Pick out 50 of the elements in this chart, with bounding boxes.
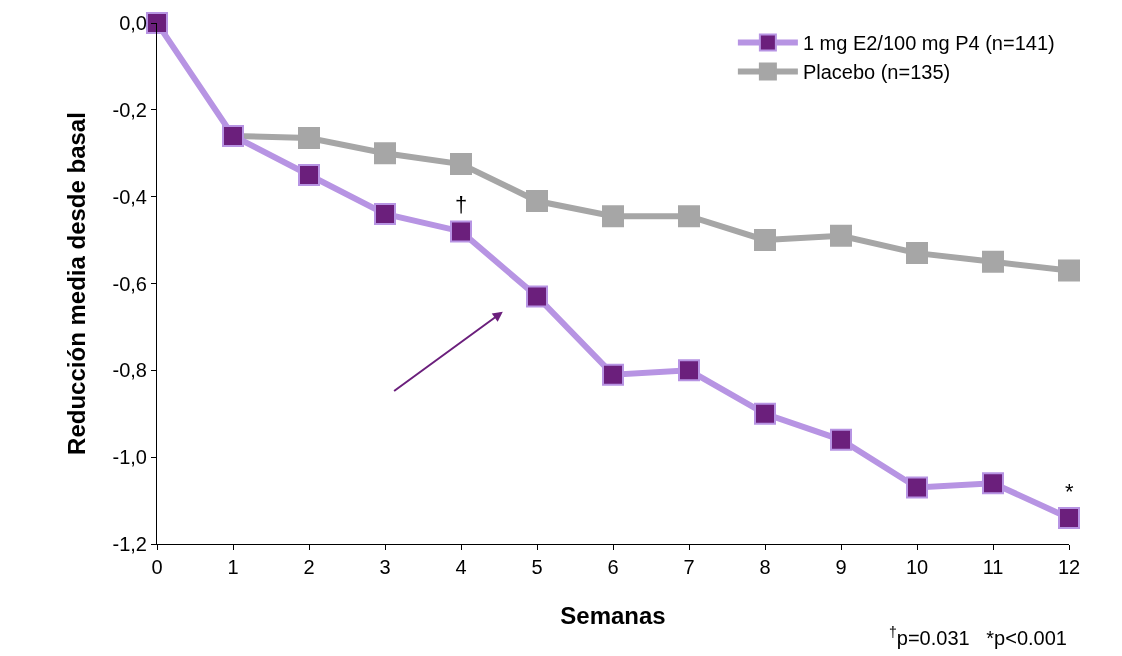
point	[830, 224, 852, 247]
point	[298, 163, 320, 186]
x-axis-title: Semanas	[560, 602, 666, 630]
y-tick-label: -1,2	[112, 533, 147, 555]
legend-label: Placebo (n=135)	[802, 61, 951, 84]
point	[1058, 506, 1080, 529]
point	[830, 428, 852, 451]
y-tick-label: 0,0	[119, 12, 147, 34]
x-tick-label: 11	[982, 556, 1004, 578]
annotation: †	[455, 192, 468, 217]
y-tick-label: -0,4	[112, 185, 147, 208]
y-tick-label: -1,0	[112, 446, 147, 469]
point	[602, 363, 624, 386]
point	[678, 205, 700, 228]
point	[602, 205, 624, 228]
point	[754, 229, 776, 252]
point	[526, 285, 548, 308]
x-tick-label: 9	[835, 556, 847, 578]
x-tick-label: 3	[379, 556, 391, 578]
point	[374, 203, 396, 226]
point	[754, 402, 776, 425]
x-tick-label: 12	[1057, 556, 1081, 578]
legend-label: 1 mg E2/100 mg P4 (n=141)	[802, 32, 1055, 55]
y-tick-label: -0,2	[112, 98, 147, 121]
point	[298, 127, 320, 150]
x-tick-label: 0	[151, 556, 163, 578]
point	[450, 153, 472, 176]
point	[906, 242, 928, 265]
point	[906, 476, 928, 499]
annotation: *	[1065, 479, 1074, 504]
x-tick-label: 8	[759, 556, 771, 578]
x-tick-label: 4	[455, 556, 467, 578]
point	[374, 142, 396, 165]
point	[450, 220, 472, 243]
point	[678, 359, 700, 382]
x-tick-label: 2	[303, 556, 315, 578]
point	[1058, 259, 1080, 282]
point	[146, 12, 168, 34]
point	[982, 250, 1004, 273]
y-tick-label: -0,6	[112, 272, 147, 295]
point	[526, 190, 548, 213]
x-tick-label: 5	[531, 556, 543, 578]
x-tick-label: 6	[607, 556, 619, 578]
y-axis-title: Reducción media desde basal	[62, 112, 90, 455]
x-tick-label: 1	[227, 556, 239, 578]
x-tick-label: 7	[683, 556, 695, 578]
y-tick-label: -0,8	[112, 359, 147, 382]
x-tick-label: 10	[905, 556, 929, 578]
text: $^{†}$p=0.031 *p<0.001	[889, 624, 1067, 650]
point	[982, 472, 1004, 495]
